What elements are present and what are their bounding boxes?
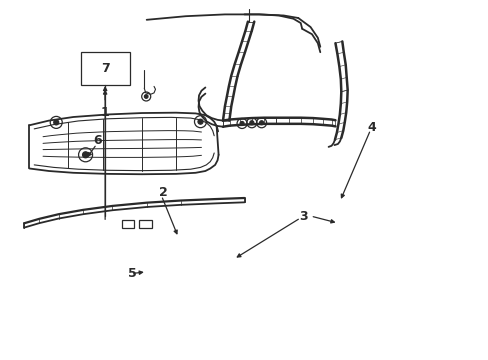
Bar bbox=[81, 52, 129, 85]
Text: 6: 6 bbox=[93, 134, 102, 147]
Circle shape bbox=[82, 152, 88, 158]
Text: 5: 5 bbox=[127, 267, 136, 280]
Text: 2: 2 bbox=[159, 186, 168, 199]
Circle shape bbox=[144, 95, 148, 98]
Text: 3: 3 bbox=[298, 210, 307, 222]
Circle shape bbox=[249, 121, 253, 125]
Circle shape bbox=[54, 120, 59, 125]
Circle shape bbox=[259, 121, 263, 125]
Text: 7: 7 bbox=[101, 62, 109, 75]
Text: 4: 4 bbox=[366, 121, 375, 134]
Circle shape bbox=[198, 119, 203, 124]
Circle shape bbox=[240, 121, 244, 126]
Text: 1: 1 bbox=[101, 106, 109, 119]
